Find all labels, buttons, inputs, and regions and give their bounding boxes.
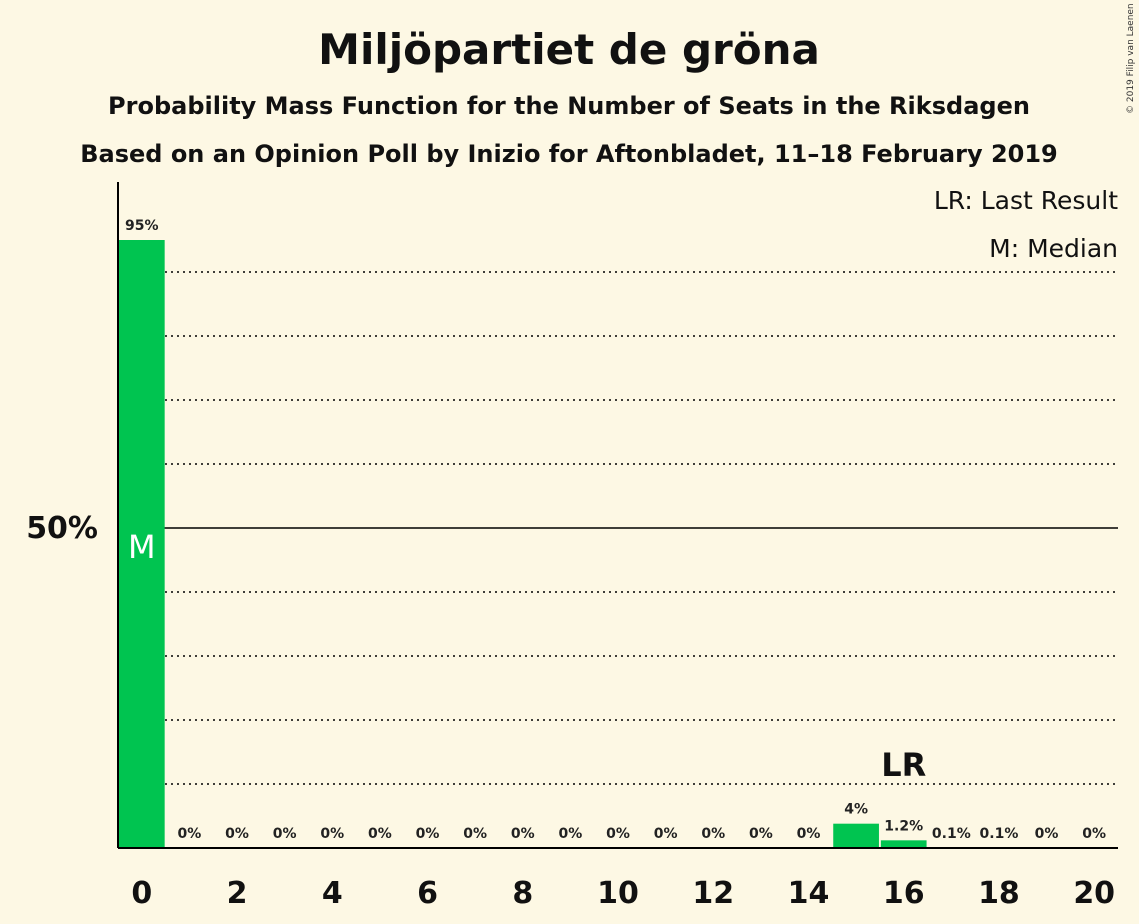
bar-label-seat-12: 0% bbox=[701, 826, 725, 842]
bar-seat-0 bbox=[118, 240, 165, 848]
bar-label-seat-8: 0% bbox=[511, 826, 535, 842]
bar-label-seat-2: 0% bbox=[225, 826, 249, 842]
bar-label-seat-1: 0% bbox=[178, 826, 202, 842]
bar-label-seat-15: 4% bbox=[844, 802, 868, 818]
bar-label-seat-0: 95% bbox=[125, 218, 159, 234]
bar-label-seat-10: 0% bbox=[606, 826, 630, 842]
markers: M LR bbox=[128, 528, 926, 784]
bar-label-seat-16: 1.2% bbox=[884, 818, 923, 834]
bar-label-seat-14: 0% bbox=[797, 826, 821, 842]
x-tick-label-4: 4 bbox=[322, 876, 343, 911]
x-tick-label-12: 12 bbox=[692, 876, 734, 911]
bar-seat-15 bbox=[833, 823, 879, 848]
x-tick-label-10: 10 bbox=[597, 876, 639, 911]
y-tick-label-50: 50% bbox=[26, 511, 98, 546]
median-marker: M bbox=[128, 528, 156, 566]
x-tick-label-8: 8 bbox=[512, 876, 533, 911]
bar-label-seat-13: 0% bbox=[749, 826, 773, 842]
x-tick-label-2: 2 bbox=[227, 876, 248, 911]
x-tick-label-0: 0 bbox=[131, 876, 152, 911]
bar-label-seat-17: 0.1% bbox=[932, 826, 971, 842]
x-tick-label-18: 18 bbox=[978, 876, 1020, 911]
bar-label-seat-20: 0% bbox=[1082, 826, 1106, 842]
copyright-text: © 2019 Filip van Laenen bbox=[1126, 3, 1136, 114]
bar-label-seat-11: 0% bbox=[654, 826, 678, 842]
legend-last-result: LR: Last Result bbox=[934, 186, 1118, 215]
chart-subtitle: Probability Mass Function for the Number… bbox=[108, 92, 1030, 120]
x-tick-label-20: 20 bbox=[1073, 876, 1115, 911]
bar-label-seat-9: 0% bbox=[558, 826, 582, 842]
x-tick-label-14: 14 bbox=[788, 876, 830, 911]
x-tick-label-6: 6 bbox=[417, 876, 438, 911]
bar-label-seat-3: 0% bbox=[273, 826, 297, 842]
x-tick-label-16: 16 bbox=[883, 876, 925, 911]
bar-label-seat-18: 0.1% bbox=[980, 826, 1019, 842]
bar-label-seat-5: 0% bbox=[368, 826, 392, 842]
bar-seat-16 bbox=[880, 840, 927, 848]
chart-title: Miljöpartiet de gröna bbox=[318, 25, 820, 74]
bars bbox=[118, 240, 1022, 848]
bar-label-seat-4: 0% bbox=[320, 826, 344, 842]
x-axis-ticks: 0 2 4 6 8 10 12 14 16 18 20 bbox=[131, 876, 1115, 911]
bar-labels: 95% 0% 0% 0% 0% 0% 0% 0% 0% 0% 0% 0% 0% 0% 0% 4% 1.2% 0.1… bbox=[125, 218, 1106, 842]
last-result-marker: LR bbox=[881, 746, 926, 784]
bar-label-seat-19: 0% bbox=[1035, 826, 1059, 842]
bar-label-seat-7: 0% bbox=[463, 826, 487, 842]
legend-median: M: Median bbox=[989, 234, 1118, 263]
bar-label-seat-6: 0% bbox=[416, 826, 440, 842]
gridlines bbox=[118, 271, 1118, 785]
chart-subtitle-poll: Based on an Opinion Poll by Inizio for A… bbox=[80, 140, 1058, 168]
